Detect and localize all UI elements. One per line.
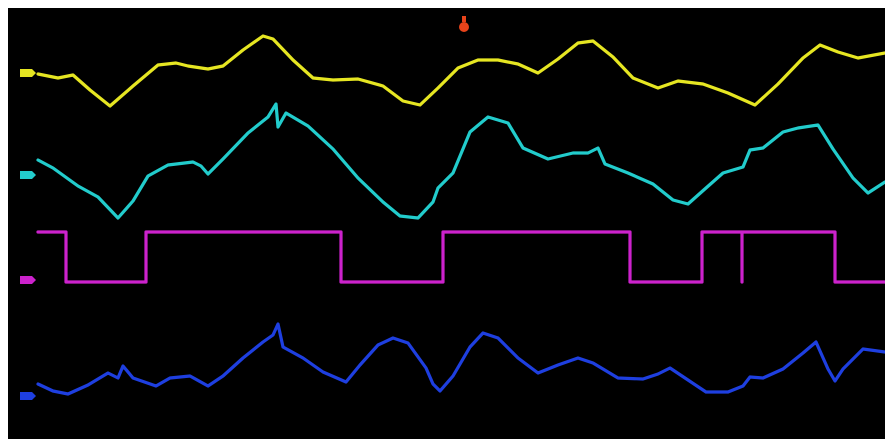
channel-4-trace xyxy=(36,322,885,396)
trigger-marker-icon[interactable] xyxy=(459,16,469,32)
channel-2-trace xyxy=(36,102,885,220)
channel-1-trace xyxy=(36,34,885,108)
channel-4-marker-icon[interactable] xyxy=(20,392,36,400)
oscilloscope-screen xyxy=(8,8,885,439)
channel-1-marker-icon[interactable] xyxy=(20,69,36,77)
waveform-display xyxy=(20,16,885,400)
channel-2-marker-icon[interactable] xyxy=(20,171,36,179)
channel-3-marker-icon[interactable] xyxy=(20,276,36,284)
channel-3-trace xyxy=(36,230,885,284)
